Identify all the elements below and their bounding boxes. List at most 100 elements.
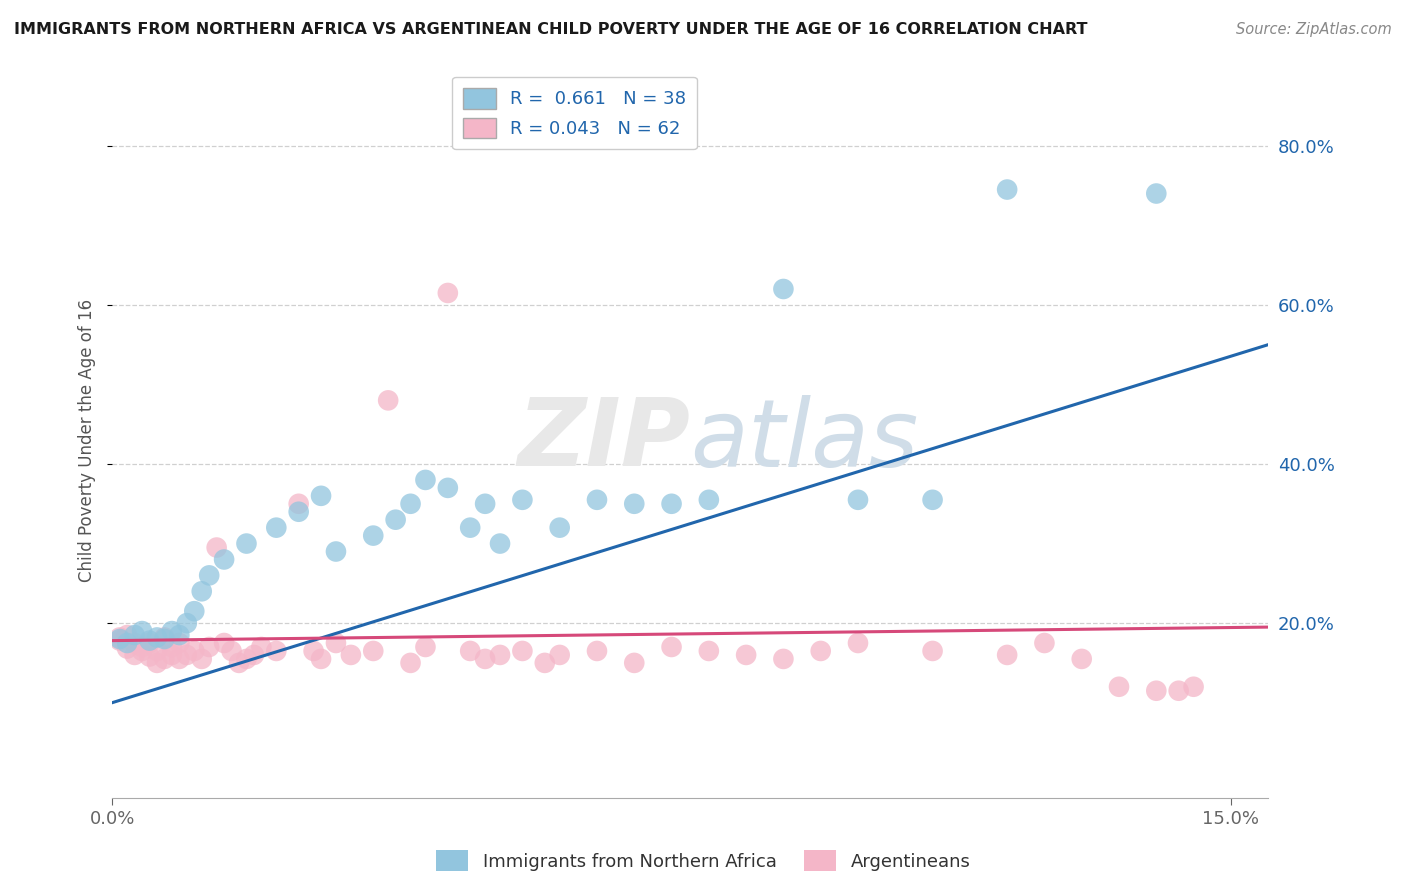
Text: Source: ZipAtlas.com: Source: ZipAtlas.com — [1236, 22, 1392, 37]
Point — [198, 568, 221, 582]
Point — [183, 644, 205, 658]
Point — [489, 648, 512, 662]
Point — [361, 528, 384, 542]
Point — [415, 473, 437, 487]
Point — [415, 640, 437, 654]
Point — [176, 616, 198, 631]
Point — [183, 604, 205, 618]
Point — [138, 649, 160, 664]
Point — [190, 584, 212, 599]
Point — [921, 492, 943, 507]
Point — [309, 652, 332, 666]
Point — [235, 652, 257, 666]
Point — [146, 631, 169, 645]
Point — [340, 648, 363, 662]
Point — [138, 633, 160, 648]
Point — [661, 640, 683, 654]
Point — [176, 648, 198, 662]
Point — [995, 648, 1018, 662]
Point — [548, 521, 571, 535]
Point — [212, 552, 235, 566]
Point — [661, 497, 683, 511]
Point — [399, 497, 422, 511]
Point — [1144, 683, 1167, 698]
Point — [1182, 680, 1205, 694]
Point — [124, 636, 146, 650]
Point — [399, 656, 422, 670]
Point — [115, 641, 138, 656]
Point — [772, 282, 794, 296]
Point — [1108, 680, 1130, 694]
Point — [846, 492, 869, 507]
Point — [548, 648, 571, 662]
Legend: R =  0.661   N = 38, R = 0.043   N = 62: R = 0.661 N = 38, R = 0.043 N = 62 — [453, 77, 697, 149]
Point — [160, 624, 183, 638]
Point — [169, 652, 191, 666]
Point — [235, 536, 257, 550]
Point — [205, 541, 228, 555]
Point — [169, 628, 191, 642]
Point — [153, 631, 176, 645]
Point — [198, 640, 221, 654]
Point — [697, 492, 720, 507]
Point — [302, 644, 325, 658]
Point — [995, 182, 1018, 196]
Point — [458, 521, 481, 535]
Legend: Immigrants from Northern Africa, Argentineans: Immigrants from Northern Africa, Argenti… — [429, 843, 977, 879]
Point — [697, 644, 720, 658]
Point — [735, 648, 758, 662]
Point — [772, 652, 794, 666]
Point — [533, 656, 555, 670]
Point — [146, 644, 169, 658]
Point — [169, 636, 191, 650]
Point — [131, 644, 153, 658]
Point — [1144, 186, 1167, 201]
Text: atlas: atlas — [690, 394, 918, 485]
Point — [474, 652, 496, 666]
Point — [266, 521, 288, 535]
Point — [489, 536, 512, 550]
Point — [108, 633, 131, 648]
Point — [108, 632, 131, 646]
Point — [243, 648, 266, 662]
Point — [250, 640, 273, 654]
Point — [221, 644, 243, 658]
Point — [160, 640, 183, 654]
Point — [474, 497, 496, 511]
Point — [266, 644, 288, 658]
Point — [131, 640, 153, 654]
Text: ZIP: ZIP — [517, 394, 690, 486]
Point — [1070, 652, 1092, 666]
Y-axis label: Child Poverty Under the Age of 16: Child Poverty Under the Age of 16 — [79, 299, 96, 582]
Point — [287, 505, 309, 519]
Point — [115, 636, 138, 650]
Text: IMMIGRANTS FROM NORTHERN AFRICA VS ARGENTINEAN CHILD POVERTY UNDER THE AGE OF 16: IMMIGRANTS FROM NORTHERN AFRICA VS ARGEN… — [14, 22, 1088, 37]
Point — [1033, 636, 1056, 650]
Point — [325, 636, 347, 650]
Point — [437, 481, 460, 495]
Point — [124, 628, 146, 642]
Point — [212, 636, 235, 650]
Point — [512, 644, 534, 658]
Point — [384, 513, 406, 527]
Point — [108, 631, 131, 645]
Point — [287, 497, 309, 511]
Point — [190, 652, 212, 666]
Point — [437, 285, 460, 300]
Point — [228, 656, 250, 670]
Point — [586, 644, 609, 658]
Point — [153, 652, 176, 666]
Point — [146, 656, 169, 670]
Point — [458, 644, 481, 658]
Point — [377, 393, 399, 408]
Point — [810, 644, 832, 658]
Point — [512, 492, 534, 507]
Point — [921, 644, 943, 658]
Point — [586, 492, 609, 507]
Point — [115, 628, 138, 642]
Point — [846, 636, 869, 650]
Point — [623, 656, 645, 670]
Point — [325, 544, 347, 558]
Point — [138, 636, 160, 650]
Point — [361, 644, 384, 658]
